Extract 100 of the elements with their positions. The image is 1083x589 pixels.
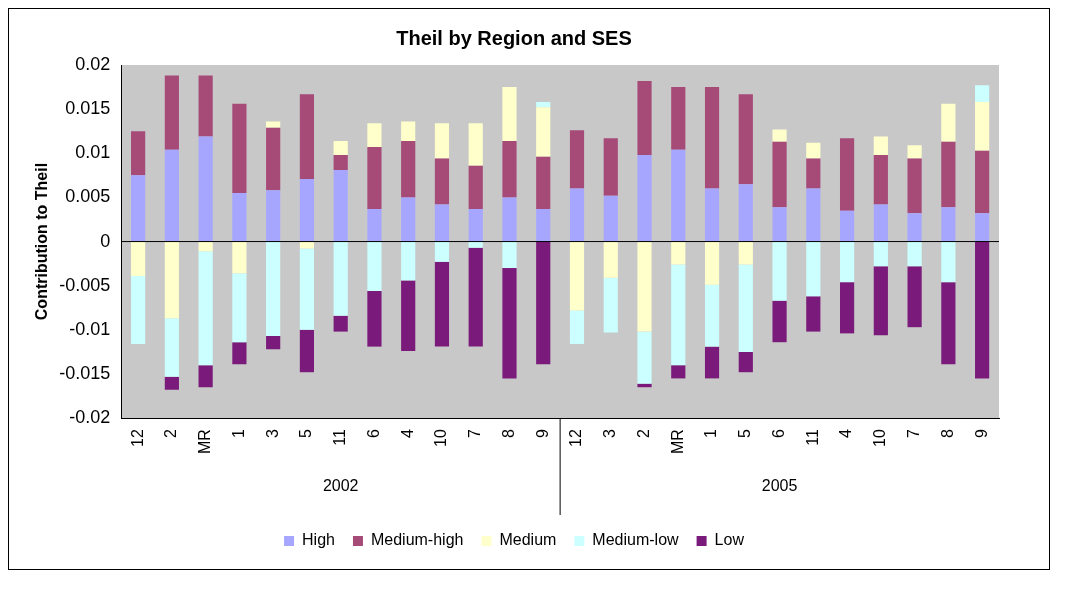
bar bbox=[772, 207, 787, 242]
bar bbox=[198, 75, 213, 137]
bar bbox=[941, 282, 956, 365]
bar bbox=[873, 241, 888, 267]
bar bbox=[198, 365, 213, 388]
bar bbox=[502, 241, 517, 269]
x-tick-label: 11 bbox=[331, 429, 349, 446]
bar bbox=[738, 241, 753, 265]
bar bbox=[975, 241, 990, 379]
bar bbox=[434, 204, 450, 242]
bar bbox=[502, 197, 517, 242]
x-tick-label: 10 bbox=[432, 429, 450, 447]
bar bbox=[603, 241, 618, 278]
bar bbox=[603, 138, 618, 196]
bar bbox=[401, 197, 416, 242]
bar bbox=[131, 241, 146, 276]
bar bbox=[299, 178, 315, 242]
bar bbox=[502, 140, 517, 198]
bar bbox=[164, 241, 179, 319]
bar bbox=[704, 346, 720, 379]
bar bbox=[333, 140, 348, 156]
bar bbox=[536, 102, 551, 108]
bar bbox=[738, 264, 753, 352]
bar bbox=[131, 131, 146, 176]
bar bbox=[266, 241, 281, 337]
x-tick-label: 2 bbox=[162, 429, 180, 439]
bar bbox=[738, 184, 753, 242]
bar bbox=[637, 331, 652, 384]
bar bbox=[637, 155, 652, 242]
bar bbox=[772, 300, 787, 343]
x-tick-label: MR bbox=[196, 429, 214, 455]
bar bbox=[401, 280, 416, 352]
bar bbox=[468, 247, 483, 347]
bar bbox=[164, 75, 179, 150]
legend-label: Medium-high bbox=[370, 531, 464, 549]
bar bbox=[164, 149, 179, 242]
x-tick-label: 5 bbox=[297, 429, 315, 439]
bar bbox=[975, 85, 990, 103]
bar bbox=[164, 376, 179, 390]
bar bbox=[333, 241, 348, 316]
text: 2005 bbox=[761, 477, 798, 495]
bar bbox=[941, 207, 956, 242]
x-tick-label: 8 bbox=[499, 429, 517, 439]
bar bbox=[569, 241, 585, 311]
bar bbox=[536, 107, 551, 157]
bar bbox=[333, 155, 348, 171]
bar bbox=[806, 241, 821, 297]
x-tick-label: 11 bbox=[803, 429, 821, 446]
text: 2002 bbox=[322, 477, 359, 495]
bar bbox=[975, 213, 990, 242]
bar bbox=[806, 188, 821, 242]
y-tick-label: 0.015 bbox=[65, 98, 111, 119]
bar bbox=[367, 147, 382, 209]
bar bbox=[333, 170, 348, 242]
bar bbox=[806, 142, 821, 159]
bar bbox=[772, 141, 787, 208]
bar bbox=[907, 158, 922, 214]
bar bbox=[907, 145, 922, 159]
bar bbox=[367, 123, 382, 148]
bar bbox=[401, 121, 416, 141]
y-tick-label: 0.01 bbox=[75, 142, 111, 163]
bar bbox=[839, 241, 855, 283]
x-tick-label: 12 bbox=[128, 429, 146, 447]
bar bbox=[266, 190, 281, 242]
bar bbox=[434, 241, 450, 262]
x-tick-label: 9 bbox=[972, 429, 990, 439]
bar bbox=[569, 188, 585, 242]
x-tick-label: 8 bbox=[938, 429, 956, 439]
bar bbox=[468, 165, 483, 209]
bar bbox=[603, 195, 618, 242]
bar bbox=[941, 241, 956, 283]
bar bbox=[704, 241, 720, 285]
bar bbox=[299, 329, 315, 373]
bar bbox=[536, 156, 551, 209]
bar bbox=[738, 94, 753, 185]
bar bbox=[671, 264, 686, 366]
bar bbox=[603, 277, 618, 333]
bar bbox=[434, 123, 450, 159]
x-tick-label: 9 bbox=[533, 429, 551, 439]
bar bbox=[536, 241, 551, 365]
bar bbox=[232, 193, 247, 242]
x-tick-label: 6 bbox=[364, 429, 382, 439]
bar bbox=[941, 141, 956, 208]
y-tick-label: -0.015 bbox=[59, 362, 111, 383]
y-tick-label: -0.02 bbox=[69, 407, 111, 428]
x-tick-label: 1 bbox=[702, 429, 720, 439]
bar bbox=[806, 158, 821, 189]
x-tick-label: 7 bbox=[466, 429, 484, 439]
bar bbox=[198, 136, 213, 242]
bar bbox=[333, 315, 348, 332]
x-tick-label: 3 bbox=[263, 429, 281, 439]
y-tick-label: -0.005 bbox=[59, 274, 111, 295]
bar bbox=[367, 208, 382, 242]
bar bbox=[738, 351, 753, 373]
bar bbox=[941, 103, 956, 142]
y-tick-label: -0.01 bbox=[69, 318, 111, 339]
bar bbox=[569, 130, 585, 189]
x-tick-label: MR bbox=[668, 429, 686, 455]
legend-label: High bbox=[302, 531, 335, 549]
bar bbox=[131, 175, 146, 242]
